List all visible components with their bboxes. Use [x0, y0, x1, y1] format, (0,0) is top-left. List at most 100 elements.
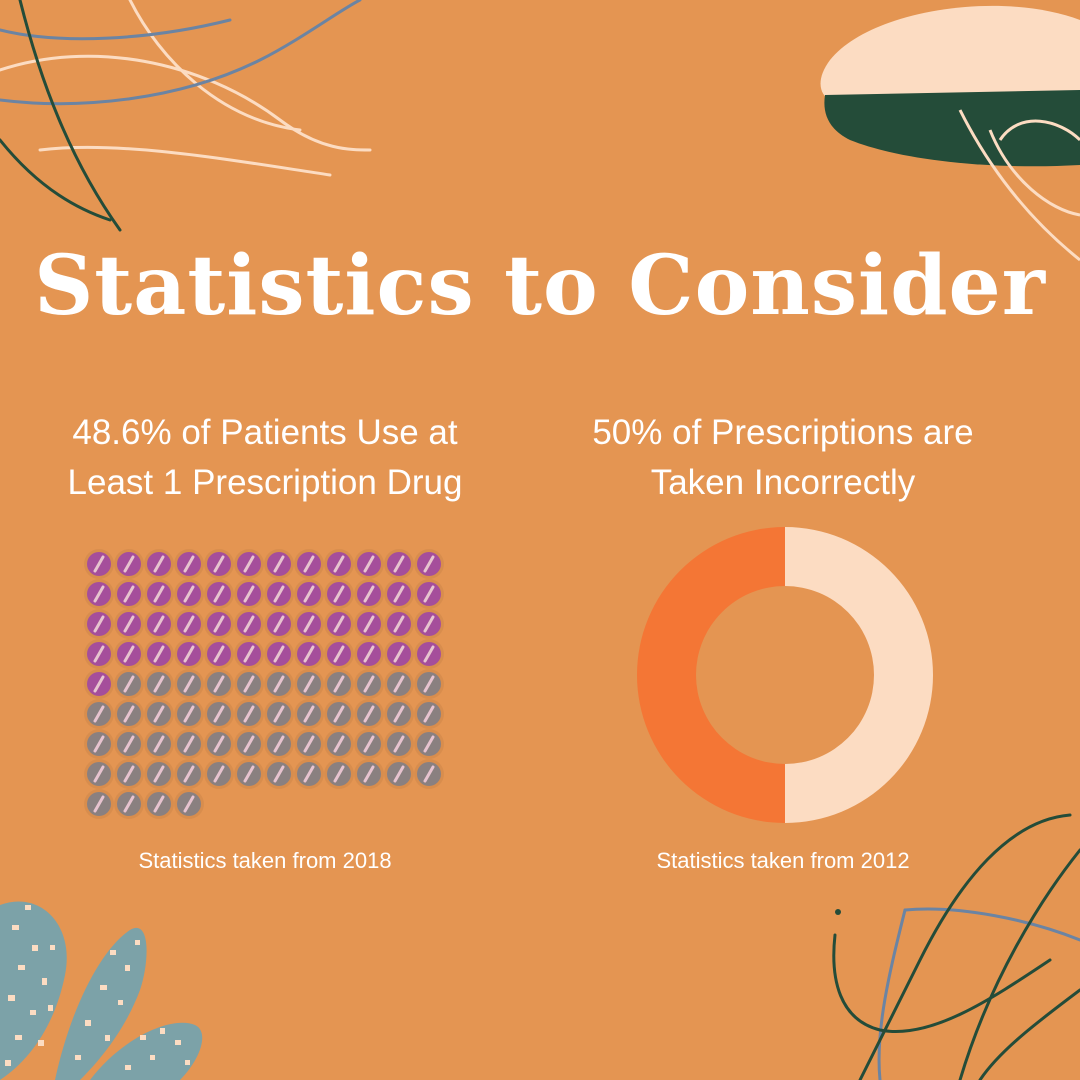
pill-icon — [114, 729, 144, 759]
pill-icon — [234, 609, 264, 639]
pill-icon — [384, 669, 414, 699]
pill-icon — [294, 639, 324, 669]
pill-icon — [414, 609, 444, 639]
pill-icon — [84, 579, 114, 609]
pill-icon — [144, 789, 174, 819]
pill-icon — [174, 609, 204, 639]
pill-icon — [204, 729, 234, 759]
pill-icon — [84, 669, 114, 699]
bottom-left-leaf — [0, 901, 203, 1080]
pill-icon — [174, 579, 204, 609]
pill-icon — [84, 639, 114, 669]
pill-icon — [264, 579, 294, 609]
pill-icon — [144, 579, 174, 609]
prescriptions-stat-line1: 50% of Prescriptions are — [592, 413, 974, 452]
pill-icon — [144, 759, 174, 789]
pill-icon — [174, 729, 204, 759]
pill-icon — [354, 759, 384, 789]
speckles — [5, 905, 190, 1070]
patients-stat-line2: Least 1 Prescription Drug — [67, 463, 463, 502]
pill-icon — [84, 549, 114, 579]
pill-icon — [174, 549, 204, 579]
leaf-vein-1 — [958, 109, 1080, 262]
leaf-line-green-4 — [958, 848, 1080, 1080]
pill-icon — [384, 549, 414, 579]
pill-icon — [84, 729, 114, 759]
pill-icon — [384, 609, 414, 639]
pill-icon — [234, 579, 264, 609]
pill-icon — [114, 549, 144, 579]
pill-icon — [204, 759, 234, 789]
leaf-line-cream-1 — [0, 54, 372, 152]
leaf-line-blue-3 — [903, 907, 1080, 942]
pill-icon — [264, 729, 294, 759]
donut-slice-correct — [785, 527, 933, 823]
pill-icon — [324, 579, 354, 609]
pill-icon — [384, 639, 414, 669]
pill-icon — [414, 639, 444, 669]
prescriptions-stat-headline: 50% of Prescriptions are Taken Incorrect… — [533, 408, 1033, 508]
pill-icon — [324, 549, 354, 579]
prescriptions-donut-chart — [637, 527, 933, 823]
patients-stat-headline: 48.6% of Patients Use at Least 1 Prescri… — [15, 408, 515, 508]
leaf-line-blue-4 — [877, 908, 907, 1080]
leaf-line-green-1 — [18, 0, 122, 232]
leaf-line-green-6 — [978, 988, 1080, 1080]
pill-icon — [114, 669, 144, 699]
pill-icon — [354, 669, 384, 699]
leaf-line-blue-1 — [0, 0, 362, 106]
pill-icon — [414, 549, 444, 579]
pill-icon — [84, 699, 114, 729]
leaf-line-green-5 — [832, 933, 1052, 1033]
pill-icon — [264, 759, 294, 789]
pill-icon — [234, 639, 264, 669]
petal-2 — [55, 927, 147, 1080]
donut-slice-incorrect — [637, 527, 785, 823]
pill-icon — [174, 759, 204, 789]
leaf-line-green-3 — [858, 813, 1072, 1080]
leaf-dot — [835, 909, 841, 915]
pill-icon — [354, 729, 384, 759]
pill-icon — [234, 669, 264, 699]
top-right-leaf — [820, 5, 1080, 262]
pill-icon — [144, 549, 174, 579]
pill-icon — [204, 669, 234, 699]
pill-icon — [114, 759, 144, 789]
pill-icon — [294, 609, 324, 639]
pill-icon — [204, 579, 234, 609]
top-left-leaf-lines — [0, 0, 372, 232]
pill-icon — [234, 699, 264, 729]
pill-icon — [84, 609, 114, 639]
pill-icon — [324, 699, 354, 729]
pill-icon — [174, 669, 204, 699]
pill-icon — [294, 579, 324, 609]
pill-icon — [414, 669, 444, 699]
pill-icon — [264, 549, 294, 579]
pill-icon — [264, 699, 294, 729]
pill-icon — [174, 699, 204, 729]
pill-icon — [204, 609, 234, 639]
pill-icon — [114, 699, 144, 729]
pill-icon — [414, 579, 444, 609]
pill-icon — [324, 639, 354, 669]
pill-icon — [204, 549, 234, 579]
pill-icon — [324, 759, 354, 789]
pill-icon — [354, 609, 384, 639]
pill-icon — [204, 639, 234, 669]
pill-icon — [84, 759, 114, 789]
bottom-right-leaf-lines — [832, 813, 1080, 1080]
pill-icon — [354, 639, 384, 669]
pill-icon — [114, 609, 144, 639]
pill-icon — [414, 729, 444, 759]
pill-icon — [294, 759, 324, 789]
pill-icon — [354, 579, 384, 609]
petal-3 — [90, 1022, 203, 1080]
pill-icon — [144, 639, 174, 669]
pill-icon — [174, 639, 204, 669]
pill-icon — [144, 699, 174, 729]
pill-icon — [384, 699, 414, 729]
pill-icon — [144, 669, 174, 699]
prescriptions-stat-source: Statistics taken from 2012 — [656, 848, 910, 873]
leaf-line-green-2 — [0, 138, 112, 222]
